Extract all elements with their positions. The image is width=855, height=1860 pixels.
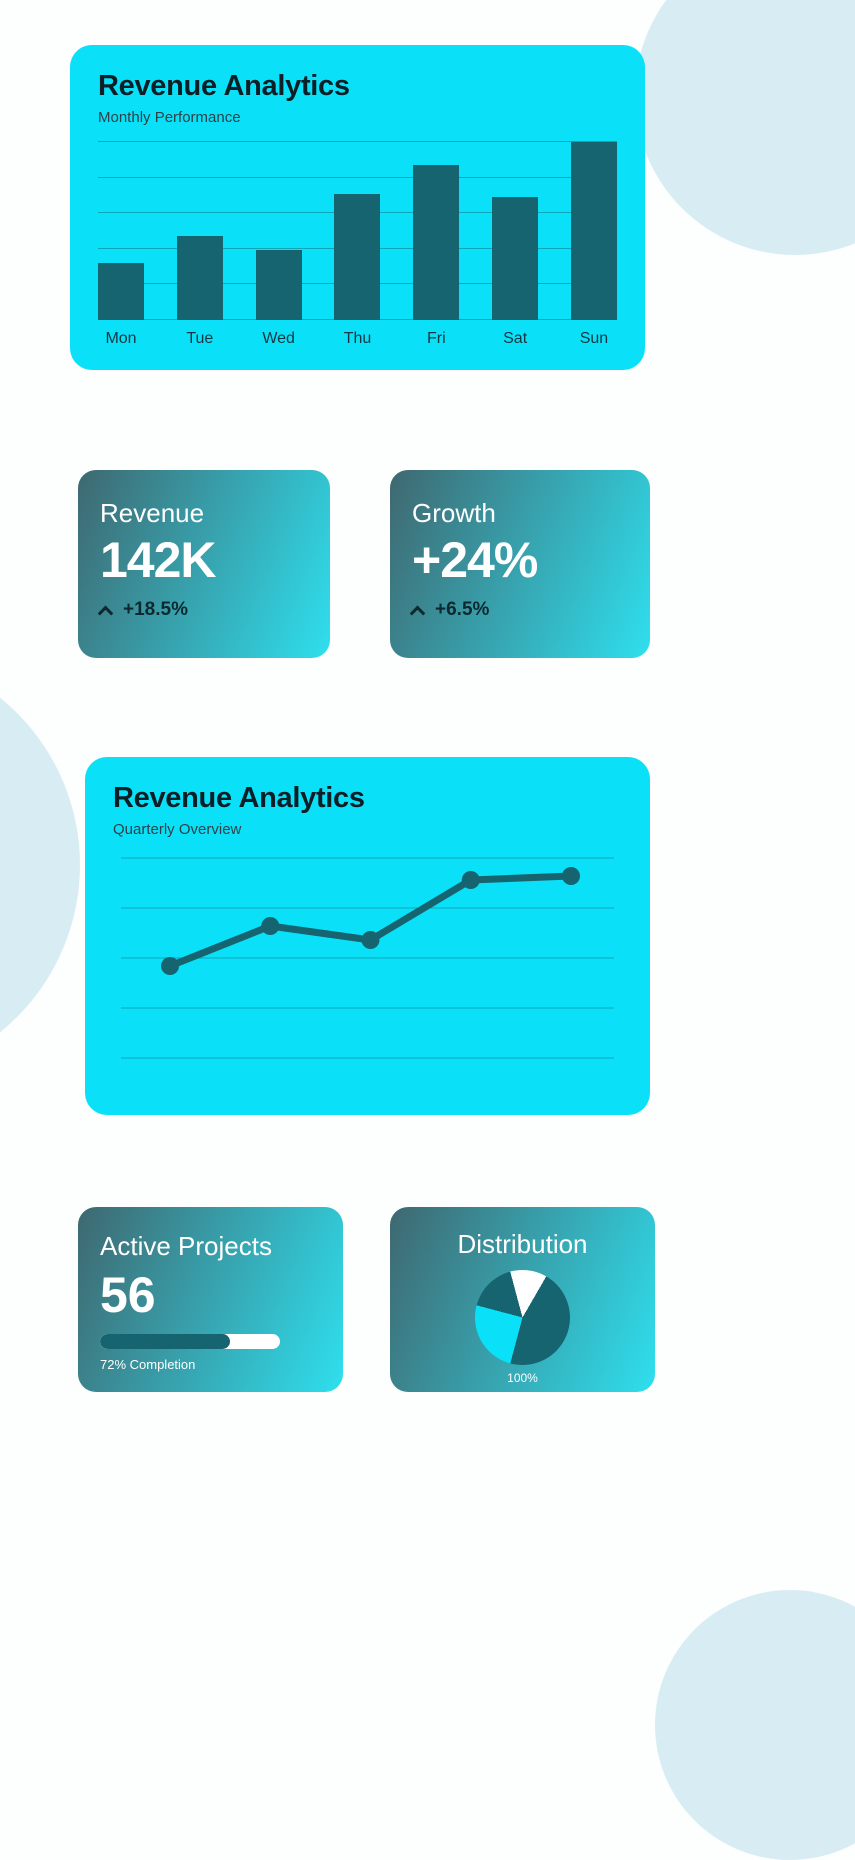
data-point	[361, 930, 380, 949]
x-axis-labels: Mon Tue Wed Thu Fri Sat Sun	[98, 330, 617, 348]
bar	[98, 262, 144, 320]
x-axis-label: Sat	[503, 329, 528, 347]
decorative-circle-left	[0, 650, 80, 1080]
x-axis-label: Wed	[262, 329, 295, 347]
decorative-circle-bottom-right	[655, 1590, 855, 1860]
revenue-analytics-line-card: Revenue Analytics Quarterly Overview	[85, 757, 650, 1115]
distribution-title: Distribution	[457, 1229, 588, 1259]
projects-title: Active Projects	[100, 1231, 272, 1261]
bar	[413, 165, 460, 320]
gridline	[98, 176, 617, 178]
line-chart	[121, 857, 614, 1059]
bar-chart: Mon Tue Wed Thu Fri Sat Sun	[98, 140, 617, 348]
revenue-stat-card: Revenue 142K +18.5%	[78, 470, 330, 658]
growth-stat-delta-row: +6.5%	[409, 599, 628, 621]
data-point	[261, 916, 280, 935]
progress-fill	[100, 1334, 230, 1349]
x-axis-label: Thu	[343, 329, 372, 347]
bar-chart-plot-area	[98, 140, 617, 320]
growth-stat-label: Growth	[412, 498, 496, 528]
growth-stat-delta: +6.5%	[435, 599, 490, 620]
line-series	[166, 872, 575, 970]
pie-label: 100%	[507, 1371, 538, 1385]
pie-chart	[475, 1270, 570, 1365]
line-card-subtitle: Quarterly Overview	[113, 820, 242, 838]
growth-stat-card: Growth +24% +6.5%	[390, 470, 650, 658]
revenue-stat-label: Revenue	[100, 498, 205, 528]
data-point	[161, 956, 179, 975]
revenue-stat-value: 142K	[100, 532, 217, 588]
x-axis-label: Tue	[186, 329, 214, 347]
distribution-card: Distribution 100%	[390, 1207, 655, 1392]
bar	[176, 236, 223, 320]
bar-card-subtitle: Monthly Performance	[98, 108, 241, 126]
revenue-analytics-bar-card: Revenue Analytics Monthly Performance Mo…	[70, 45, 645, 370]
bar	[570, 141, 617, 320]
gridline	[98, 140, 617, 142]
decorative-circle-top-right	[635, 0, 855, 255]
data-point	[461, 870, 480, 889]
data-point	[562, 866, 580, 885]
trend-up-icon	[409, 605, 426, 621]
revenue-stat-delta: +18.5%	[123, 599, 188, 620]
x-axis-label: Fri	[426, 329, 446, 347]
x-axis-label: Mon	[105, 329, 137, 347]
line-card-title: Revenue Analytics	[113, 782, 365, 814]
completion-progress-bar	[100, 1334, 280, 1349]
growth-stat-value: +24%	[412, 532, 538, 588]
x-axis-label: Sun	[579, 329, 609, 347]
revenue-stat-delta-row: +18.5%	[97, 599, 308, 621]
progress-label: 72% Completion	[100, 1357, 196, 1372]
bar	[255, 250, 302, 320]
trend-up-icon	[97, 605, 114, 621]
projects-value: 56	[100, 1267, 156, 1323]
bar	[334, 193, 381, 320]
bar-card-title: Revenue Analytics	[98, 70, 350, 102]
bar	[492, 197, 539, 320]
active-projects-card: Active Projects 56 72% Completion	[78, 1207, 343, 1392]
